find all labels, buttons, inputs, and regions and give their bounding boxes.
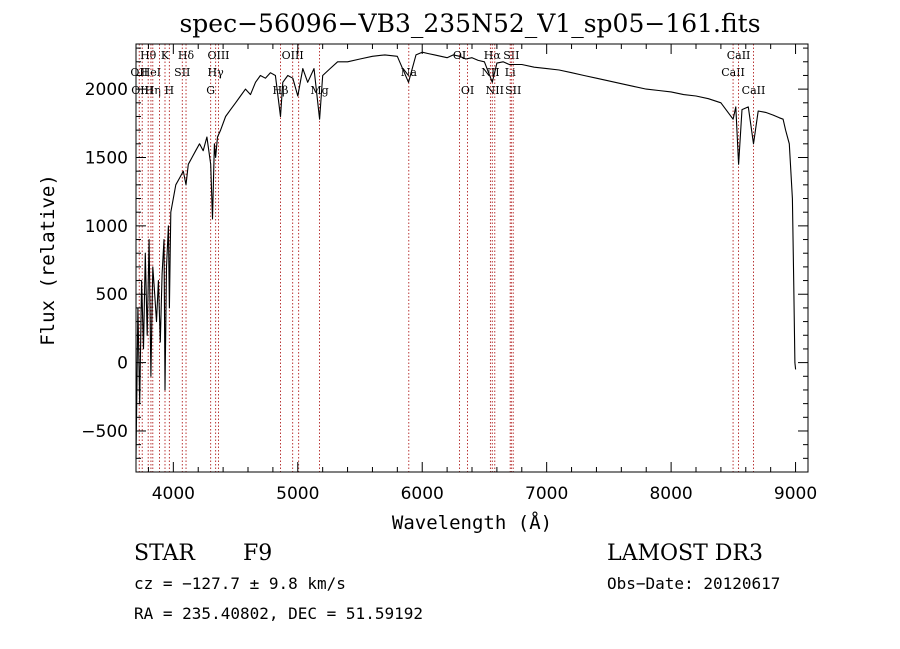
x-tick-labels: 4000 5000 6000 7000 8000 9000 — [152, 484, 817, 504]
marker-label-24: SII — [503, 49, 519, 62]
marker-label-4: Hη — [145, 84, 161, 97]
y-tick-labels: −500 0 500 1000 1500 2000 — [81, 80, 128, 442]
chart-title: spec−56096−VB3_235N52_V1_sp05−161.fits — [179, 9, 760, 38]
x-tick-label: 8000 — [649, 484, 692, 504]
marker-label-1: OIII — [131, 84, 153, 97]
marker-label-25: SII — [505, 84, 521, 97]
x-tick-label: 4000 — [152, 484, 195, 504]
line-markers: OII OIII Hθ HeI Hη K H SII Hδ G Hγ OIII Hβ OIII Mg Na OI… — [130, 44, 765, 472]
star-class: STAR — [134, 541, 196, 566]
plot-frame — [135, 43, 809, 473]
y-tick-label: 0 — [117, 354, 128, 374]
marker-label-9: Hδ — [178, 49, 195, 62]
marker-label-0: OII — [130, 66, 148, 79]
marker-label-8: SII — [174, 66, 190, 79]
marker-label-26: CaII — [721, 66, 745, 79]
marker-label-22: NII — [486, 84, 504, 97]
marker-label-2: Hθ — [140, 49, 157, 62]
marker-label-11: Hγ — [208, 66, 225, 79]
obs-date: Obs−Date: 20120617 — [607, 574, 780, 593]
star-subclass: F9 — [243, 541, 272, 566]
marker-label-13: Hβ — [273, 84, 289, 97]
y-tick-label: 1000 — [85, 217, 128, 237]
marker-label-17: Na — [401, 66, 418, 79]
x-tick-label: 5000 — [276, 484, 319, 504]
marker-label-19: OI — [461, 84, 474, 97]
y-tick-label: 500 — [96, 285, 128, 305]
y-axis-label: Flux (relative) — [37, 174, 59, 346]
marker-label-27: CaII — [727, 49, 751, 62]
marker-label-7: H — [165, 84, 175, 97]
marker-label-16: Mg — [310, 84, 328, 97]
x-axis-label: Wavelength (Å) — [392, 511, 552, 534]
marker-label-18: OI — [453, 49, 466, 62]
spectrum-line — [135, 51, 797, 459]
y-tick-label: 1500 — [85, 148, 128, 168]
marker-label-21: Hα — [484, 49, 502, 62]
marker-label-12: OIII — [207, 49, 229, 62]
survey-name: LAMOST DR3 — [607, 541, 763, 566]
marker-label-23: Li — [505, 66, 516, 79]
x-tick-label: 7000 — [525, 484, 568, 504]
redshift-text: cz = −127.7 ± 9.8 km/s — [134, 574, 346, 593]
y-tick-label: 2000 — [85, 80, 128, 100]
marker-label-10: G — [206, 84, 215, 97]
marker-label-6: K — [161, 49, 170, 62]
x-tick-label: 9000 — [774, 484, 817, 504]
marker-label-28: CaII — [742, 84, 766, 97]
axis-ticks — [136, 44, 808, 473]
coordinates: RA = 235.40802, DEC = 51.59192 — [134, 604, 423, 623]
marker-label-3: HeI — [141, 66, 161, 79]
x-tick-label: 6000 — [401, 484, 444, 504]
marker-label-14: OIII — [282, 49, 304, 62]
y-tick-label: −500 — [81, 422, 128, 442]
